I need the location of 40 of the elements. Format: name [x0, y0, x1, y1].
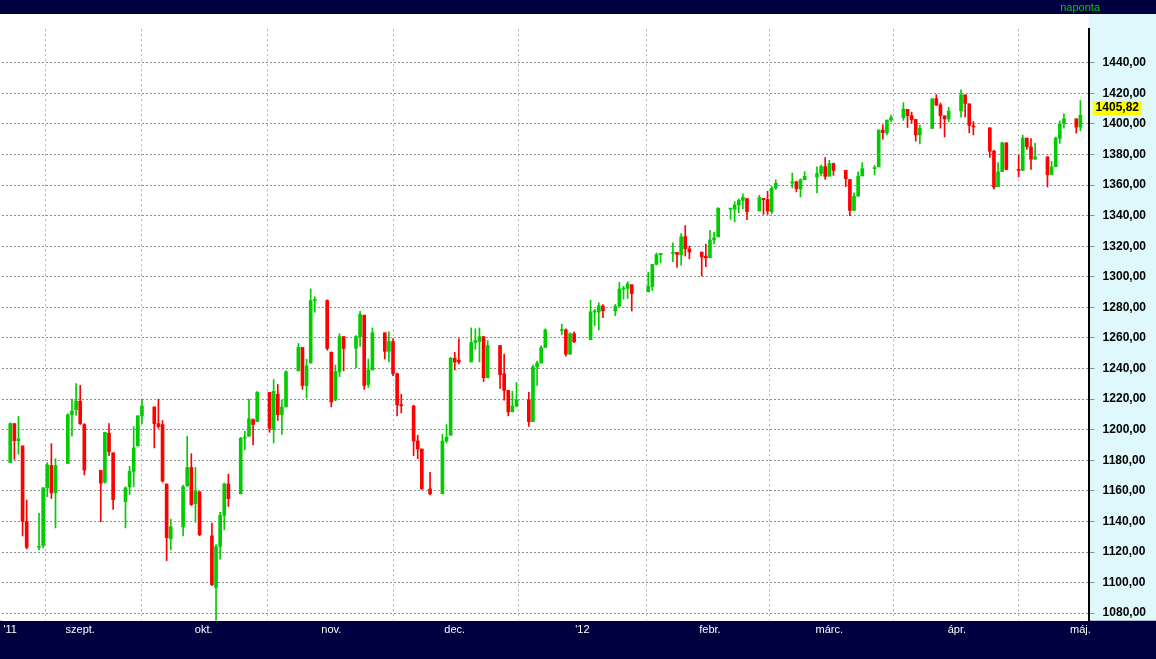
x-tick-label: '12	[575, 623, 590, 636]
y-tick-label: 1420,00	[1102, 85, 1147, 100]
y-tick-label: 1380,00	[1102, 146, 1147, 161]
y-tick-label: 1160,00	[1102, 483, 1146, 498]
annotation: 1405,82	[1095, 100, 1140, 115]
y-tick-label: 1140,00	[1102, 513, 1146, 528]
candlestick	[559, 323, 564, 336]
candlestick	[251, 418, 255, 446]
candlestick	[596, 302, 601, 331]
y-tick-label: 1240,00	[1102, 360, 1147, 375]
y-tick-label: 1300,00	[1102, 269, 1147, 284]
candlestick	[790, 172, 795, 189]
x-tick-label: máj.	[1070, 623, 1091, 636]
y-tick-label: 1340,00	[1102, 208, 1147, 223]
y-tick-label: 1100,00	[1102, 574, 1146, 589]
candlestick	[428, 472, 432, 496]
x-tick-label: dec.	[444, 623, 466, 636]
y-tick-label: 1360,00	[1102, 177, 1147, 192]
y-tick-label: 1260,00	[1102, 330, 1147, 345]
x-tick-label: okt.	[194, 623, 213, 636]
y-tick-label: 1080,00	[1102, 605, 1147, 620]
candlestick	[671, 242, 675, 263]
x-tick-label: nov.	[321, 623, 342, 636]
y-tick-label: 1280,00	[1102, 299, 1147, 314]
y-tick-label: 1120,00	[1102, 544, 1146, 559]
y-tick-label: 1440,00	[1102, 55, 1147, 70]
x-tick-label: márc.	[815, 623, 844, 636]
chart-subtitle: naponta	[1060, 0, 1100, 14]
x-tick-label: '11	[3, 623, 17, 636]
candlestick	[815, 166, 819, 194]
y-tick-label: 1220,00	[1102, 391, 1147, 406]
y-tick-label: 1180,00	[1102, 452, 1146, 467]
y-tick-label: 1320,00	[1102, 238, 1147, 253]
x-tick-label: szept.	[65, 623, 95, 636]
x-tick-label: febr.	[699, 623, 721, 636]
y-tick-label: 1400,00	[1102, 116, 1147, 131]
candlestick	[880, 124, 885, 140]
y-tick-label: 1200,00	[1102, 422, 1147, 437]
candlestick	[675, 252, 679, 268]
x-tick-label: ápr.	[947, 623, 967, 636]
